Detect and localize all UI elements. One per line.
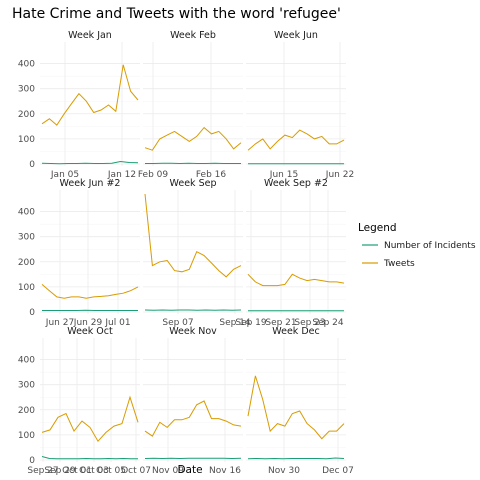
series-line-tweets: [247, 273, 345, 287]
x-tick-label: Sep 21: [265, 318, 296, 328]
panel-title: Week Feb: [170, 30, 216, 41]
x-tick-label: Jun 15: [269, 170, 298, 180]
panel-week-nov: Week Nov Nov 09 Nov 16: [143, 326, 243, 476]
panel-title: Week Sep: [170, 178, 217, 189]
x-tick-label: Oct 03: [79, 466, 109, 476]
y-tick-label: 400: [18, 208, 35, 218]
x-tick-label: Sep 29: [44, 466, 76, 476]
series-line-tweets: [144, 193, 242, 278]
series-line-tweets: [41, 64, 139, 126]
series-line-tweets: [247, 375, 345, 440]
panel-title: Week Oct: [67, 326, 113, 337]
x-tick-label: Feb 16: [196, 170, 227, 180]
series-line-tweets: [247, 129, 345, 151]
panel-week-jun: Week Jun Jun 15 Jun 22: [246, 30, 354, 180]
series-line-tweets: [41, 284, 139, 299]
y-tick-label: 0: [29, 456, 35, 466]
y-tick-label: 300: [18, 233, 35, 243]
x-tick-label: Jun 27: [45, 318, 74, 328]
legend: Legend Number of Incidents Tweets: [358, 222, 476, 269]
panel-title: Week Jun: [274, 30, 318, 41]
chart-title: Hate Crime and Tweets with the word 'ref…: [12, 6, 341, 22]
series-line-incidents: [247, 457, 345, 460]
panel-title: Week Jan: [68, 30, 112, 41]
y-tick-label: 400: [18, 60, 35, 70]
series-line-incidents: [41, 456, 138, 460]
x-tick-label: Sep 27: [27, 466, 58, 476]
y-tick-label: 200: [18, 110, 35, 120]
y-tick-label: 100: [18, 283, 35, 293]
series-line-tweets: [144, 126, 242, 151]
x-tick-label: Jul 01: [104, 318, 130, 328]
x-tick-label: Dec 07: [322, 466, 354, 476]
x-tick-label: Jun 22: [325, 170, 354, 180]
x-tick-label: Nov 16: [209, 466, 241, 476]
panel-week-dec: Week Dec Nov 30 Dec 07: [246, 326, 354, 476]
panel-week-sep: Week Sep Sep 07 Sep 14: [143, 178, 251, 328]
legend-title: Legend: [358, 222, 397, 234]
y-tick-label: 200: [18, 258, 35, 268]
y-tick-label: 100: [18, 431, 35, 441]
panel-title: Week Nov: [169, 326, 217, 337]
panel-title: Week Dec: [272, 326, 319, 337]
panel-title: Week Jun #2: [60, 178, 121, 189]
x-tick-label: Oct 07: [121, 466, 151, 476]
panel-week-jun-2: Week Jun #2 0 100 200 300 400 Jun 27 Jun 29 Jul …: [18, 178, 140, 328]
series-line-tweets: [41, 395, 139, 443]
panel-title: Week Sep #2: [264, 178, 328, 189]
x-tick-label: Nov 30: [268, 466, 300, 476]
y-tick-label: 300: [18, 85, 35, 95]
x-tick-label: Feb 09: [138, 170, 169, 180]
panel-week-feb: Week Feb Feb 09 Feb 16: [138, 30, 243, 180]
legend-label-tweets: Tweets: [383, 259, 415, 269]
x-tick-label: Nov 09: [152, 466, 184, 476]
y-tick-label: 200: [18, 406, 35, 416]
y-tick-label: 0: [29, 160, 35, 170]
legend-label-incidents: Number of Incidents: [384, 241, 476, 251]
x-tick-label: Jun 29: [73, 318, 103, 328]
x-tick-label: Sep 24: [312, 318, 344, 328]
series-line-incidents: [41, 160, 139, 165]
x-tick-label: Sep 19: [235, 318, 267, 328]
x-tick-label: Oct 05: [96, 466, 126, 476]
x-axis-label: Date: [177, 464, 202, 476]
x-tick-label: Sep 07: [162, 318, 193, 328]
x-tick-label: Oct 01: [62, 466, 92, 476]
y-tick-label: 400: [18, 356, 35, 366]
x-tick-label: Sep 23: [294, 318, 325, 328]
x-tick-label: Jan 12: [107, 170, 136, 180]
x-tick-label: Sep 14: [219, 318, 251, 328]
y-tick-label: 100: [18, 135, 35, 145]
x-tick-label: Jan 05: [50, 170, 79, 180]
y-tick-label: 0: [29, 308, 35, 318]
panel-week-jan: Week Jan 0 100 200 300 400 Jan 05 Jan 12: [18, 30, 140, 180]
series-line-tweets: [144, 400, 242, 437]
y-tick-label: 300: [18, 381, 35, 391]
